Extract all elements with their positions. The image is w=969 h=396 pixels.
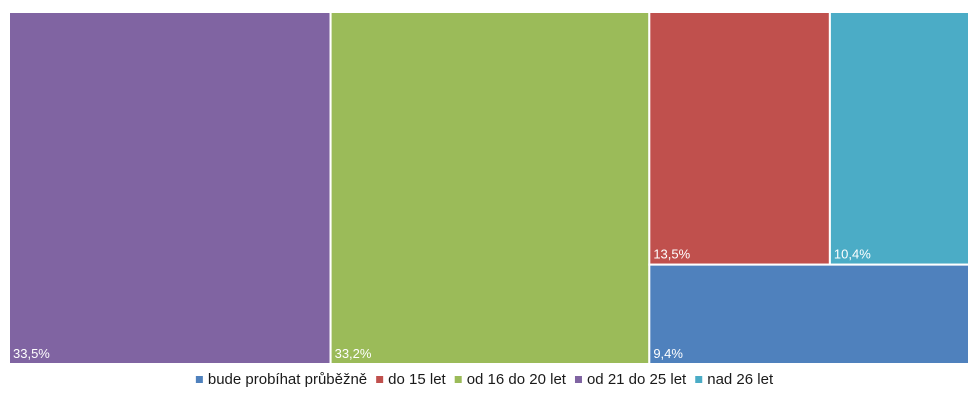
legend-label-nad-26-let: nad 26 let	[707, 371, 774, 388]
tile-label-od-21-do-25-let: 33,5%	[13, 346, 50, 361]
legend-swatch-nad-26-let	[695, 376, 703, 383]
tile-od-16-do-20-let	[329, 11, 651, 365]
tile-bude-probihat-prubezne	[648, 263, 969, 365]
treemap-tiles: 33,5% 33,2% 13,5% 10,4% 9,4%	[8, 11, 969, 365]
legend-label-do-15-let: do 15 let	[388, 371, 446, 388]
legend-item-od-21-do-25-let: od 21 do 25 let	[574, 371, 687, 388]
legend-swatch-do-15-let	[376, 376, 384, 383]
tile-label-bude-probihat-prubezne: 9,4%	[653, 346, 683, 361]
tile-do-15-let	[648, 11, 831, 266]
legend-item-od-16-do-20-let: od 16 do 20 let	[454, 371, 567, 388]
legend-item-nad-26-let: nad 26 let	[695, 371, 774, 388]
legend-label-bude-probihat-prubezne: bude probíhat průběžně	[208, 371, 367, 388]
tile-od-21-do-25-let	[8, 11, 332, 365]
tile-label-do-15-let: 13,5%	[653, 247, 690, 262]
legend: bude probíhat průběžně do 15 let od 16 do …	[195, 371, 774, 388]
legend-label-od-21-do-25-let: od 21 do 25 let	[587, 371, 687, 388]
tile-label-nad-26-let: 10,4%	[834, 247, 871, 262]
tile-nad-26-let	[828, 11, 969, 266]
legend-swatch-bude-probihat-prubezne	[195, 376, 203, 383]
tile-label-od-16-do-20-let: 33,2%	[335, 346, 372, 361]
legend-item-do-15-let: do 15 let	[376, 371, 447, 388]
legend-item-bude-probihat-prubezne: bude probíhat průběžně	[195, 371, 367, 388]
legend-swatch-od-21-do-25-let	[574, 376, 582, 383]
legend-swatch-od-16-do-20-let	[454, 376, 462, 383]
legend-label-od-16-do-20-let: od 16 do 20 let	[467, 371, 567, 388]
